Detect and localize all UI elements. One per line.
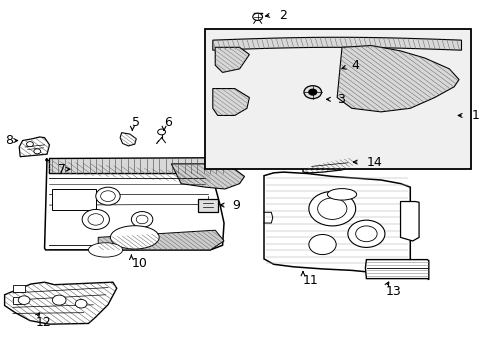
Circle shape [131,212,153,227]
Circle shape [252,13,262,21]
Text: 11: 11 [303,274,318,287]
Bar [198,199,217,212]
Bar [13,285,25,292]
Ellipse shape [110,226,159,249]
Polygon shape [336,45,458,112]
Polygon shape [365,260,428,280]
Circle shape [96,187,120,205]
Text: 4: 4 [351,59,359,72]
Circle shape [136,215,148,224]
Text: 6: 6 [163,116,172,129]
Polygon shape [303,158,356,173]
Polygon shape [98,230,224,250]
Circle shape [355,226,376,242]
Circle shape [347,220,384,247]
Circle shape [304,86,321,99]
Circle shape [34,149,41,154]
Circle shape [308,192,355,226]
Text: 8: 8 [5,134,14,147]
Text: 9: 9 [232,199,240,212]
Bar [13,297,21,304]
Circle shape [308,89,316,95]
Circle shape [88,214,103,225]
Circle shape [52,295,66,305]
Polygon shape [120,133,136,146]
Text: 5: 5 [132,116,140,129]
Text: 2: 2 [278,9,286,22]
Ellipse shape [88,243,122,257]
Circle shape [26,141,33,147]
Bar [52,189,96,211]
Polygon shape [212,89,249,116]
Polygon shape [212,37,461,50]
Circle shape [101,191,115,202]
Text: 14: 14 [366,156,381,168]
Polygon shape [19,137,49,157]
Circle shape [75,300,87,308]
Polygon shape [44,158,224,250]
Polygon shape [264,172,409,274]
Ellipse shape [327,189,356,200]
Text: 10: 10 [131,257,147,270]
Circle shape [158,129,165,135]
Polygon shape [4,282,117,324]
Bar [205,30,470,169]
Text: 1: 1 [470,109,478,122]
Polygon shape [171,164,244,189]
Text: 3: 3 [336,93,345,106]
Text: 7: 7 [58,163,66,176]
Circle shape [82,210,109,229]
Polygon shape [215,47,249,72]
Text: 13: 13 [385,285,401,298]
Circle shape [18,296,30,305]
Circle shape [308,234,335,255]
Polygon shape [49,158,224,174]
Circle shape [317,198,346,220]
Polygon shape [400,202,418,241]
Text: 12: 12 [36,316,51,329]
